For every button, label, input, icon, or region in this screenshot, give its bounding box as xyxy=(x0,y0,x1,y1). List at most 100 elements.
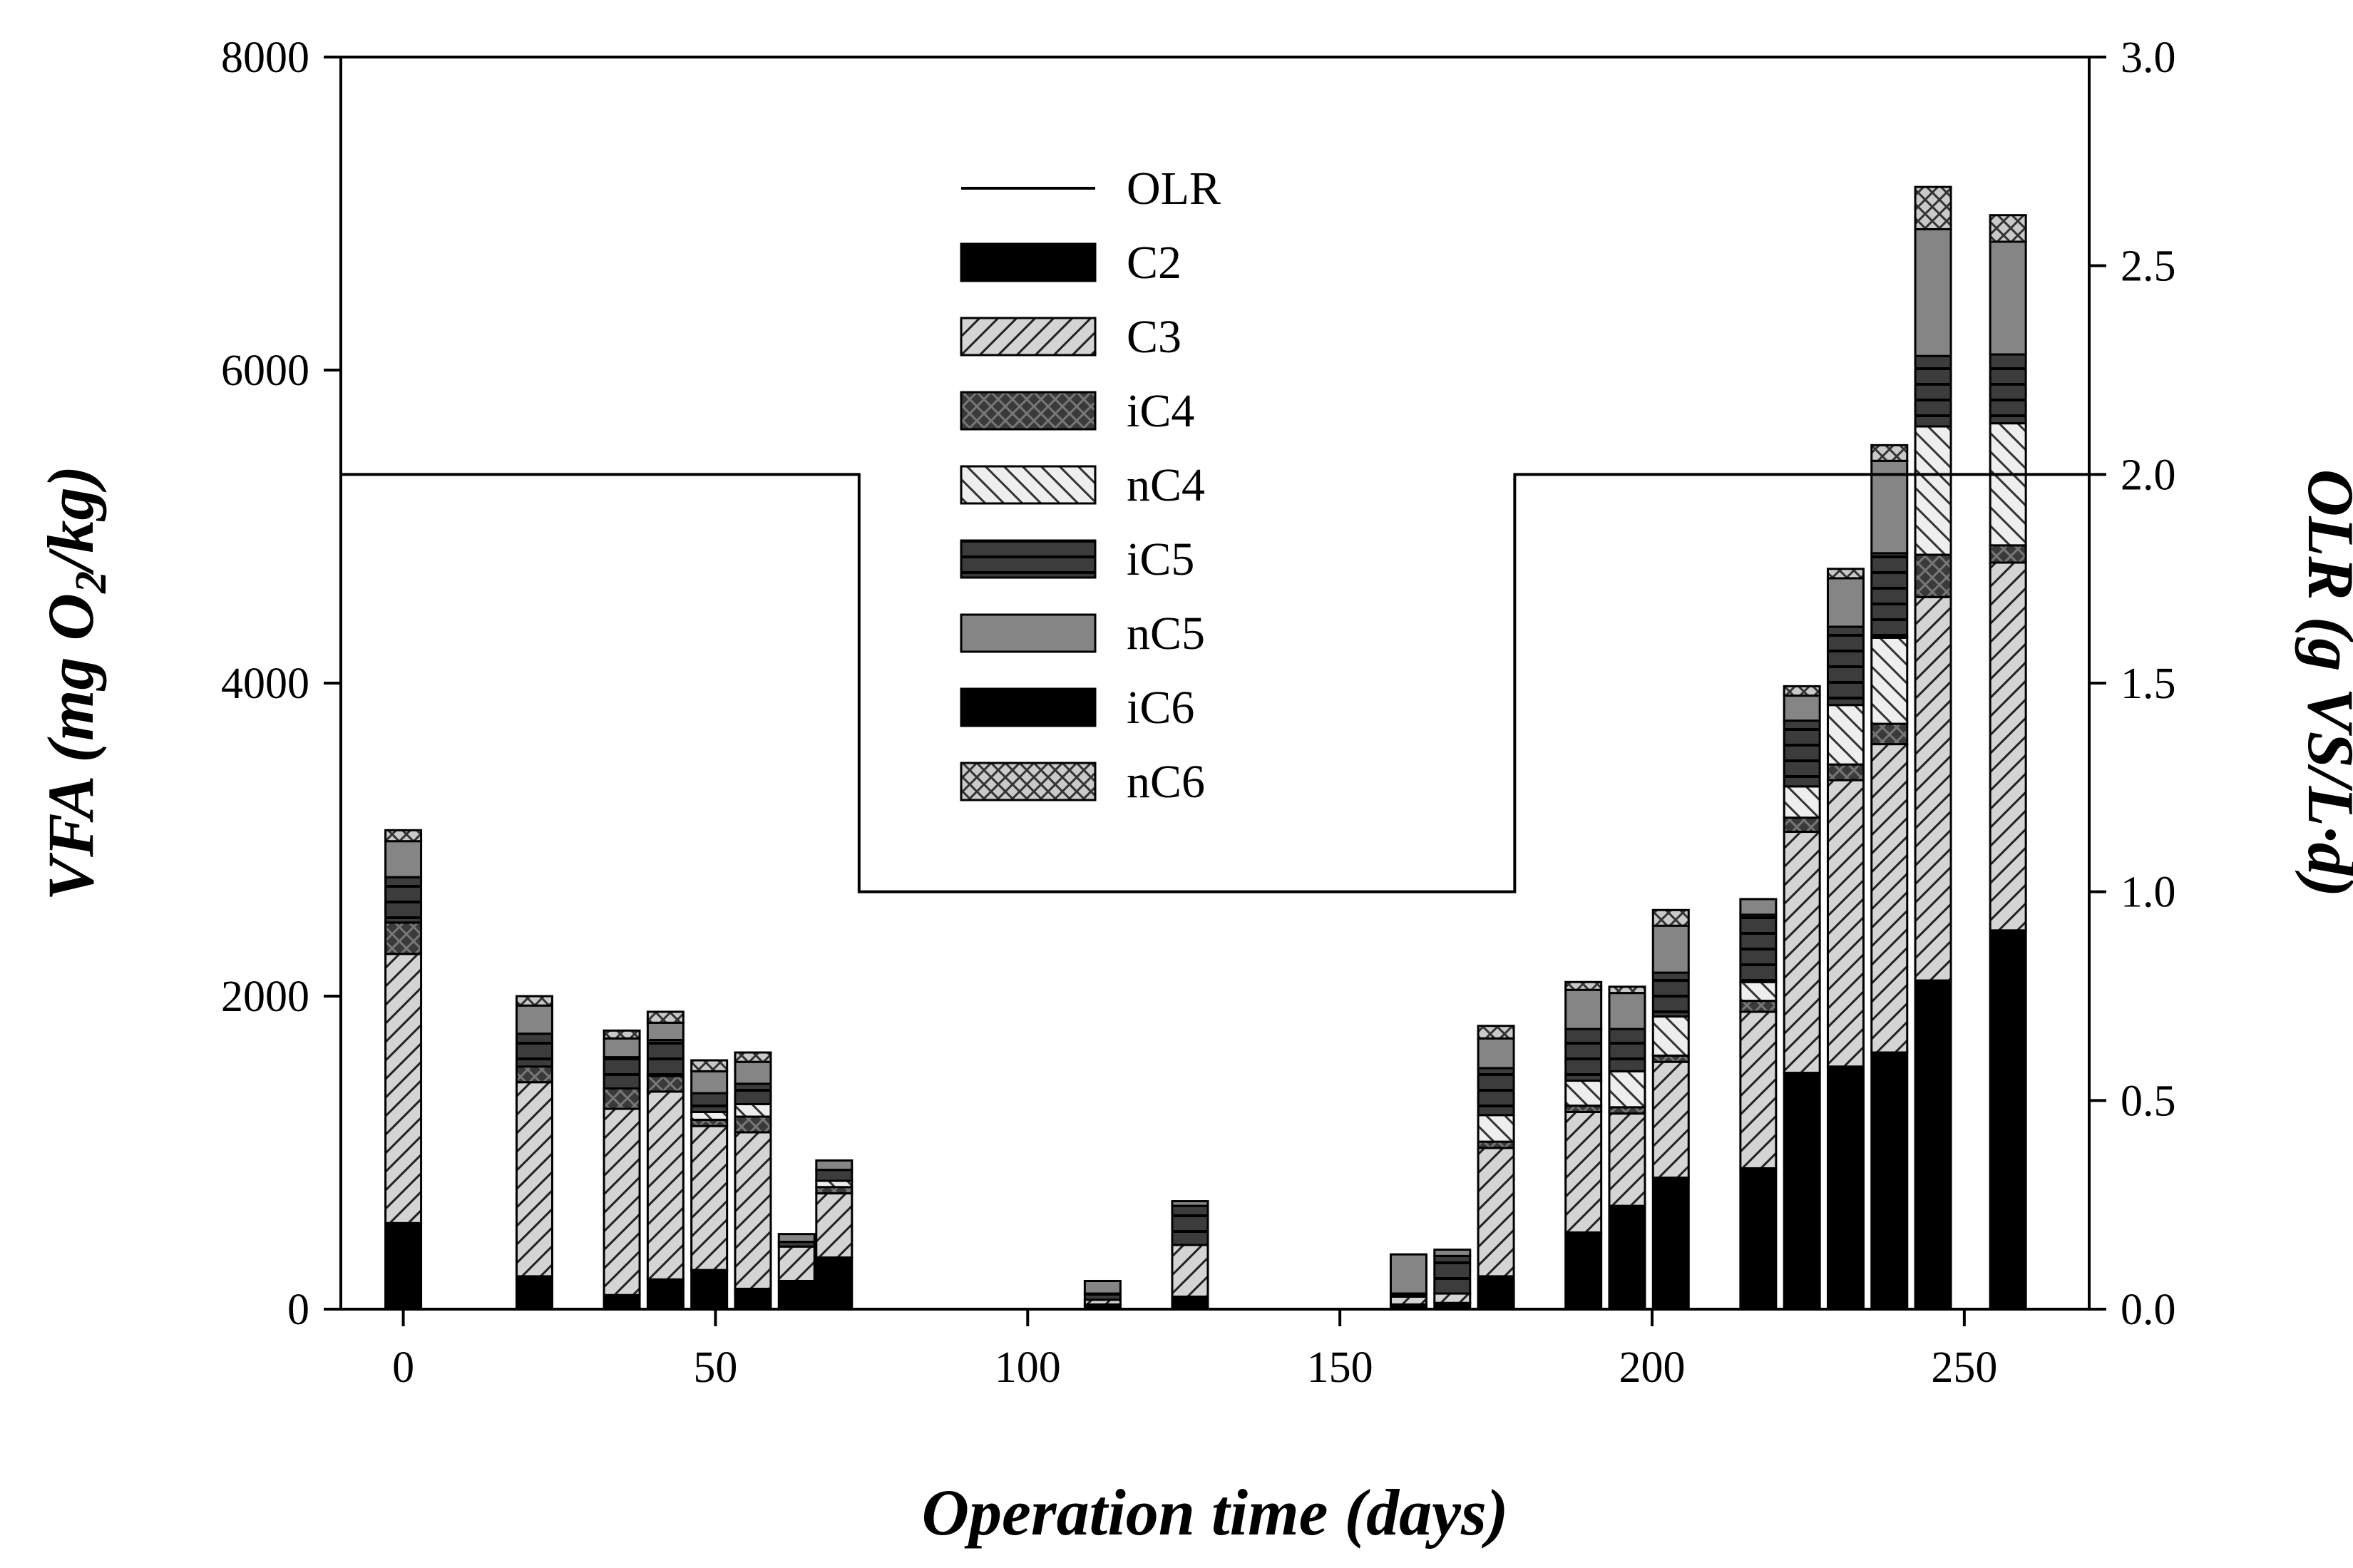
bar-segment-nc6 xyxy=(515,995,553,1007)
right-y-tick-label: 0.0 xyxy=(2121,1286,2176,1334)
bar-segment-c2 xyxy=(1171,1295,1209,1311)
right-y-axis: 0.0 0.5 1.0 1.5 2.0 2.5 3.0 xyxy=(2089,34,2176,1334)
bar-segment-c2 xyxy=(1608,1204,1646,1311)
left-y-axis-title: VFA (mg O2/kg) xyxy=(34,466,116,901)
x-tick-label: 100 xyxy=(995,1343,1061,1392)
bar-day-245 xyxy=(1914,185,1952,1311)
bar-segment-nc6 xyxy=(1783,685,1821,697)
legend-item-nc4: nC4 xyxy=(960,459,1205,511)
bar-segment-ic5 xyxy=(734,1082,772,1105)
bar-segment-nc4 xyxy=(1870,636,1909,725)
bar-day-224 xyxy=(1783,685,1821,1311)
olr-layer xyxy=(341,473,2089,893)
bar-segment-nc4 xyxy=(1739,980,1778,1003)
legend-item-c3: C3 xyxy=(960,311,1181,363)
bar-segment-ic4 xyxy=(515,1065,553,1084)
bar-day-35 xyxy=(603,1029,641,1311)
legend-label: iC5 xyxy=(1127,533,1194,585)
legend: OLR C2 C3 iC4 nC4 iC5 nC5 iC6 nC6 xyxy=(960,163,1221,808)
bar-segment-ic4 xyxy=(603,1087,641,1110)
bar-segment-nc5 xyxy=(1826,577,1865,628)
bar-segment-c2 xyxy=(734,1287,772,1311)
left-y-tick-label: 8000 xyxy=(221,34,309,82)
bar-segment-nc4 xyxy=(1783,785,1821,819)
bar-segment-c2 xyxy=(777,1279,816,1311)
bar-segment-c2 xyxy=(815,1256,853,1311)
legend-item-ic6: iC6 xyxy=(960,682,1194,734)
legend-swatch xyxy=(960,613,1097,653)
bar-day-112 xyxy=(1083,1279,1122,1311)
bar-segment-ic5 xyxy=(1477,1067,1515,1117)
bar-segment-c3 xyxy=(1651,1060,1690,1179)
bar-segment-nc5 xyxy=(815,1159,853,1172)
bar-segment-c2 xyxy=(1739,1167,1778,1311)
bar-segment-nc5 xyxy=(1783,695,1821,722)
bar-segment-ic5 xyxy=(515,1032,553,1068)
bar-segment-nc5 xyxy=(1870,459,1909,555)
bar-segment-c3 xyxy=(1914,595,1952,982)
olr-line xyxy=(341,473,2089,893)
bar-segment-c3 xyxy=(1564,1110,1603,1234)
bar-segment-c2 xyxy=(1783,1072,1821,1311)
bar-segment-c2 xyxy=(1564,1231,1603,1311)
bar-segment-c2 xyxy=(1477,1275,1515,1311)
bar-segment-ic4 xyxy=(384,921,423,955)
left-y-tick-label: 6000 xyxy=(221,347,309,395)
bar-segment-nc5 xyxy=(1914,227,1952,357)
x-axis-title: Operation time (days) xyxy=(922,1476,1509,1549)
right-y-tick-label: 0.5 xyxy=(2121,1077,2176,1125)
right-y-axis-title: OLR (g VS/L·d) xyxy=(2295,469,2353,898)
bar-segment-nc5 xyxy=(1651,924,1690,974)
bar-segment-nc5 xyxy=(1608,992,1646,1030)
bar-segment-nc5 xyxy=(515,1004,553,1035)
bar-segment-ic5 xyxy=(1564,1028,1603,1082)
bar-segment-c3 xyxy=(1389,1295,1427,1306)
bar-segment-ic5 xyxy=(1171,1204,1209,1246)
bar-segment-ic4 xyxy=(734,1115,772,1134)
bar-segment-ic5 xyxy=(1870,552,1909,639)
bar-segment-c3 xyxy=(734,1131,772,1290)
legend-item-olr: OLR xyxy=(961,163,1221,215)
bar-segment-c2 xyxy=(515,1275,553,1311)
legend-item-nc6: nC6 xyxy=(960,756,1205,808)
bar-segment-nc6 xyxy=(1914,185,1952,230)
bar-segment-nc4 xyxy=(734,1102,772,1118)
right-y-tick-label: 2.5 xyxy=(2121,242,2176,291)
bar-segment-c2 xyxy=(690,1269,729,1311)
right-y-tick-label: 2.0 xyxy=(2121,451,2176,499)
legend-label: C2 xyxy=(1127,237,1181,289)
bar-segment-nc6 xyxy=(384,829,423,843)
bar-segment-ic4 xyxy=(1870,722,1909,746)
bar-segment-nc4 xyxy=(1826,704,1865,766)
bar-day-203 xyxy=(1651,908,1690,1311)
bar-day-0 xyxy=(384,829,423,1311)
right-y-tick-label: 3.0 xyxy=(2121,34,2176,82)
bar-segment-nc5 xyxy=(603,1037,641,1059)
bar-segment-c3 xyxy=(1608,1112,1646,1207)
bar-day-238 xyxy=(1870,444,1909,1311)
bar-segment-nc5 xyxy=(1433,1249,1472,1257)
legend-label: nC5 xyxy=(1127,608,1205,660)
bar-segment-ic5 xyxy=(1739,913,1778,983)
bar-segment-c2 xyxy=(1870,1051,1909,1311)
bar-segment-nc6 xyxy=(1826,568,1865,580)
bar-segment-c3 xyxy=(515,1081,553,1278)
bar-segment-c2 xyxy=(1914,979,1952,1311)
bar-day-217 xyxy=(1739,898,1778,1311)
bar-segment-ic4 xyxy=(1914,553,1952,598)
bar-segment-nc6 xyxy=(1989,214,2027,243)
bar-segment-nc5 xyxy=(1083,1279,1122,1295)
bar-segment-nc5 xyxy=(1477,1037,1515,1070)
legend-label: nC4 xyxy=(1127,459,1205,511)
legend-label: OLR xyxy=(1127,163,1221,215)
legend-item-nc5: nC5 xyxy=(960,608,1205,660)
bar-segment-c3 xyxy=(1433,1292,1472,1304)
bar-segment-ic5 xyxy=(603,1056,641,1090)
bar-segment-nc5 xyxy=(646,1021,685,1041)
bar-segment-c2 xyxy=(384,1221,423,1311)
bar-segment-ic5 xyxy=(646,1038,685,1077)
legend-swatch xyxy=(960,465,1097,505)
bar-day-63 xyxy=(777,1233,816,1311)
bar-segment-ic5 xyxy=(1989,353,2027,425)
